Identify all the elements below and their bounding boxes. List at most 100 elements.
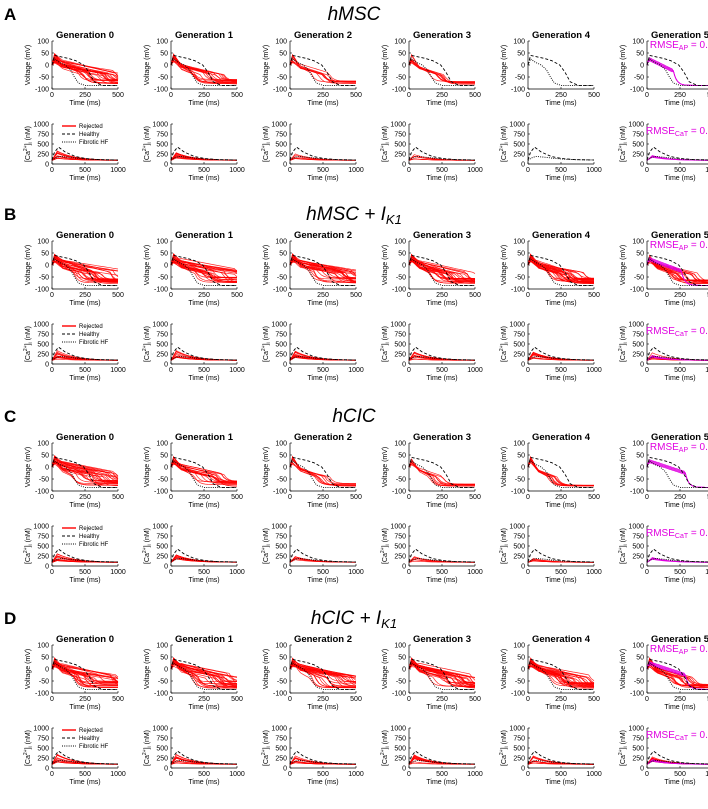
seca-gen5-cat-xlabel: Time (ms)	[664, 175, 695, 182]
secc-gen0-healthy-ap-trace	[51, 456, 118, 488]
seca-gen2-fibrotic-cat-trace	[289, 155, 357, 161]
seca-gen0-ap-ytick-label: 100	[37, 39, 49, 46]
seca-gen1-ap-ytick-label: 100	[156, 39, 168, 46]
secd-gen3-cat-xlabel: Time (ms)	[426, 779, 457, 786]
secd-gen0-title: Generation 0	[56, 634, 114, 645]
seca-gen4-cat-ytick-label: 0	[521, 162, 525, 169]
secc-gen2-cat-ylabel: [Ca2+]i (nM)	[261, 528, 272, 564]
secb-gen3-cat-ytick-label: 0	[402, 362, 406, 369]
secb-gen0-ap-xtick-label: 500	[112, 292, 124, 299]
secd-gen3-rejected-ap-trace	[408, 663, 476, 681]
secd-gen0-rejected-ap-trace	[51, 663, 119, 685]
secc-gen3-ap-xtick-label: 0	[407, 494, 411, 501]
secc-gen1-fibrotic-cat-trace	[170, 557, 238, 563]
secd-gen2-rejected-ap-trace	[289, 659, 356, 687]
secc-gen5-ap-ytick-label: 100	[632, 441, 644, 448]
secb-gen4-ap-ytick-label: 50	[517, 251, 525, 258]
secd-gen1-cat-ytick-label: 0	[164, 766, 168, 773]
secb-gen3-rejected-ap-trace	[408, 260, 475, 280]
seca-gen1-fibrotic-cat-trace	[170, 155, 238, 161]
secc-gen3-cat-xtick-label: 0	[407, 569, 411, 576]
secd-gen1-cat-ytick-label: 500	[156, 746, 168, 753]
secd-gen0-rejected-ap-trace	[51, 661, 119, 680]
secc-gen4-ap-ytick-label: 100	[513, 441, 525, 448]
secd-gen4-cat-ytick-label: 1000	[509, 726, 525, 733]
secc-gen3-cat-ytick-label: 0	[402, 564, 406, 571]
secc-gen0-cat-xtick-label: 1000	[110, 569, 126, 576]
secc-gen5-cat-ytick-label: 0	[640, 564, 644, 571]
secc-gen2-ap-xlabel: Time (ms)	[307, 502, 338, 509]
secd-gen5-cat-ylabel: [Ca2+]i (nM)	[618, 730, 629, 766]
secb-gen5-cat-ytick-label: 750	[632, 332, 644, 339]
secd-gen0-cat-xtick-label: 500	[79, 771, 91, 778]
seca-gen0-ap-xtick-label: 0	[50, 92, 54, 99]
section-title-a: hMSC	[328, 4, 381, 25]
secb-gen5-cat-ylabel: [Ca2+]i (nM)	[618, 326, 629, 362]
secc-gen2-ap-ytick-label: 0	[283, 465, 287, 472]
secc-gen5-fibrotic-cat-trace	[646, 557, 708, 563]
seca-gen4-cat-ytick-label: 1000	[509, 122, 525, 129]
secd-gen4-cat-xtick-label: 500	[555, 771, 567, 778]
seca-gen1-cat-xtick-label: 500	[198, 167, 210, 174]
seca-gen5-healthy-ap-trace	[646, 54, 708, 86]
secd-gen1-cat-xlabel: Time (ms)	[188, 779, 219, 786]
secc-gen3-cat-ytick-label: 750	[394, 534, 406, 541]
secc-gen1-cat-ytick-label: 0	[164, 564, 168, 571]
secb-gen3-ap-ytick-label: 100	[394, 239, 406, 246]
secd-gen0-cat-ytick-label: 500	[37, 746, 49, 753]
seca-gen0-cat-xtick-label: 500	[79, 167, 91, 174]
secc-gen3-ap-ytick-label: -100	[392, 489, 406, 496]
secb-gen3-rejected-ap-trace	[408, 260, 476, 274]
secb-gen1-ap-ytick-label: -100	[154, 287, 168, 294]
secc-gen4-cat-xtick-label: 0	[526, 569, 530, 576]
secb-gen2-fibrotic-cat-trace	[289, 355, 357, 361]
secc-gen0-ap-ytick-label: 50	[41, 453, 49, 460]
secb-gen0-title: Generation 0	[56, 230, 114, 241]
secc-gen0-rejected-ap-trace	[51, 460, 118, 485]
secd-gen2-cat-xlabel: Time (ms)	[307, 779, 338, 786]
secc-gen2-cat-ytick-label: 1000	[271, 524, 287, 531]
secd-gen3-cat-ytick-label: 750	[394, 736, 406, 743]
secb-gen3-ap-ytick-label: -100	[392, 287, 406, 294]
secb-gen0-ap-ylabel: Voltage (mV)	[25, 245, 32, 285]
secd-gen4-cat-xlabel: Time (ms)	[545, 779, 576, 786]
secd-gen1-rejected-ap-trace	[170, 665, 238, 682]
secb-gen1-healthy-ap-trace	[170, 254, 237, 286]
generation-panel: Generation 1 0 250 500 -100 -50 0 50 100 Time (ms…	[142, 634, 245, 786]
seca-gen2-rejected-ap-trace	[289, 60, 356, 82]
secb-gen3-cat-ylabel: [Ca2+]i (nM)	[380, 326, 391, 362]
secc-gen5-ap-ytick-label: 0	[640, 465, 644, 472]
secd-gen2-title: Generation 2	[294, 634, 352, 645]
secb-gen2-cat-xtick-label: 0	[288, 367, 292, 374]
secb-gen3-rejected-ap-trace	[408, 253, 476, 280]
secd-gen1-ap-ytick-label: 50	[160, 655, 168, 662]
secd-gen4-ap-ytick-label: -100	[511, 691, 525, 698]
secd-gen2-cat-xtick-label: 500	[317, 771, 329, 778]
secb-gen5-rejected-ap-trace	[646, 260, 708, 283]
secc-gen0-rejected-ap-trace	[51, 456, 118, 481]
secc-gen4-cat-xtick-label: 1000	[586, 569, 602, 576]
secb-gen0-cat-xtick-label: 1000	[110, 367, 126, 374]
secd-gen5-selected-ap-trace	[646, 661, 708, 690]
secb-gen4-ap-xtick-label: 250	[555, 292, 567, 299]
secd-gen0-cat-ylabel: [Ca2+]i (nM)	[23, 730, 34, 766]
seca-gen2-cat-xtick-label: 0	[288, 167, 292, 174]
generation-panel: Generation 4 0 250 500 -100 -50 0 50 100 Time (ms…	[499, 432, 602, 584]
seca-gen5-cat-ytick-label: 250	[632, 152, 644, 159]
secb-gen0-ap-ytick-label: -100	[35, 287, 49, 294]
secb-gen3-cat-ytick-label: 250	[394, 352, 406, 359]
seca-gen4-ap-xtick-label: 500	[588, 92, 600, 99]
secd-gen3-cat-ytick-label: 0	[402, 766, 406, 773]
secd-gen5-rejected-ap-trace	[646, 664, 708, 689]
secc-gen4-cat-ytick-label: 750	[513, 534, 525, 541]
secc-gen0-rejected-ap-trace	[51, 455, 118, 483]
secb-gen2-ap-ytick-label: -100	[273, 287, 287, 294]
secc-gen4-cat-ytick-label: 0	[521, 564, 525, 571]
seca-gen1-cat-xlabel: Time (ms)	[188, 175, 219, 182]
secc-gen4-rejected-ap-trace	[527, 457, 594, 486]
secc-gen4-title: Generation 4	[532, 432, 591, 443]
seca-gen5-ap-xtick-label: 250	[674, 92, 686, 99]
seca-gen0-title: Generation 0	[56, 30, 114, 41]
seca-gen3-rejected-ap-trace	[408, 54, 475, 83]
seca-gen5-cat-ytick-label: 0	[640, 162, 644, 169]
